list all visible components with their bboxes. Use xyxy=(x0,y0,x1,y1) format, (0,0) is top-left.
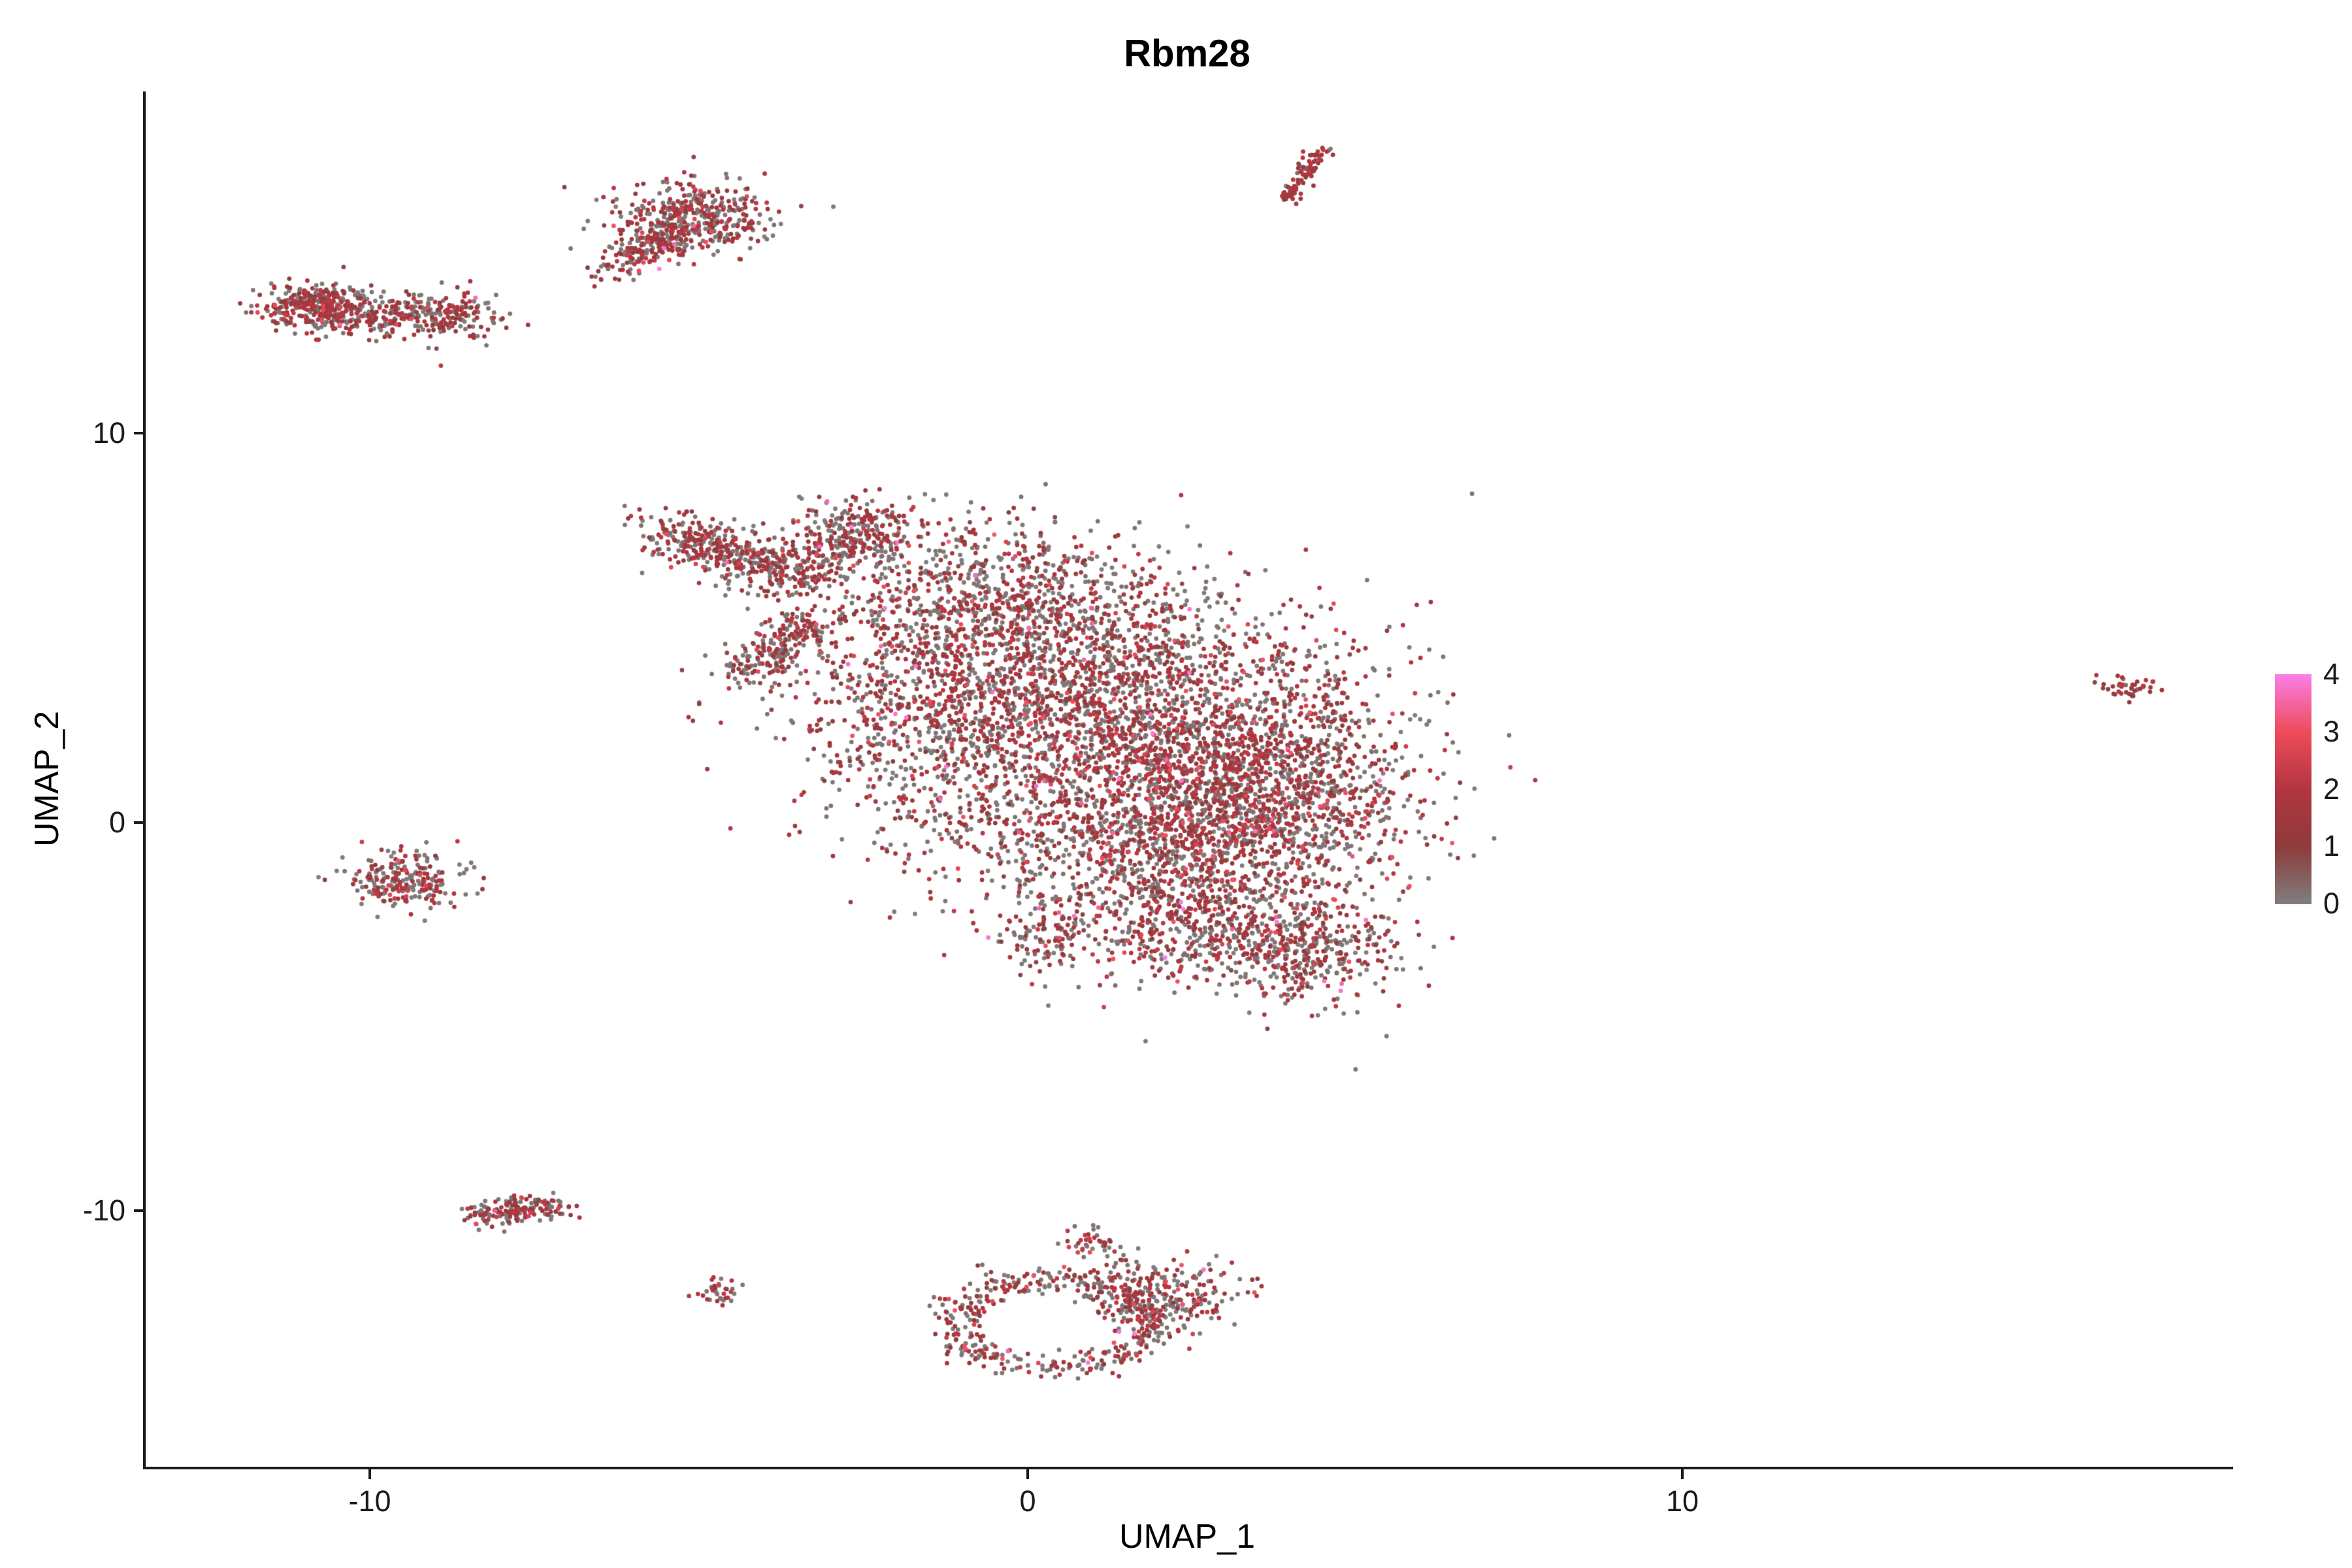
colorbar-label: 3 xyxy=(2323,715,2340,748)
x-tick-mark xyxy=(1026,1469,1029,1479)
y-axis-line xyxy=(143,91,146,1469)
x-tick-label: -10 xyxy=(348,1484,391,1518)
y-tick-label: 0 xyxy=(108,806,125,839)
colorbar-label: 2 xyxy=(2323,772,2340,806)
y-axis-title: UMAP_2 xyxy=(28,710,66,847)
y-tick-label: -10 xyxy=(82,1194,125,1227)
colorbar-label: 1 xyxy=(2323,829,2340,862)
x-tick-mark xyxy=(1681,1469,1684,1479)
y-tick-label: 10 xyxy=(92,416,125,449)
chart-title: Rbm28 xyxy=(1124,32,1250,75)
y-tick-mark xyxy=(134,1209,144,1212)
x-tick-label: 0 xyxy=(1019,1484,1036,1518)
colorbar-gradient xyxy=(2275,674,2311,904)
colorbar-label: 4 xyxy=(2323,657,2340,691)
x-axis-line xyxy=(143,1467,2233,1469)
x-axis-title: UMAP_1 xyxy=(1119,1518,1256,1556)
x-tick-mark xyxy=(368,1469,371,1479)
y-tick-mark xyxy=(134,821,144,824)
colorbar-label: 0 xyxy=(2323,887,2340,920)
y-tick-mark xyxy=(134,432,144,434)
x-tick-label: 10 xyxy=(1665,1484,1699,1518)
